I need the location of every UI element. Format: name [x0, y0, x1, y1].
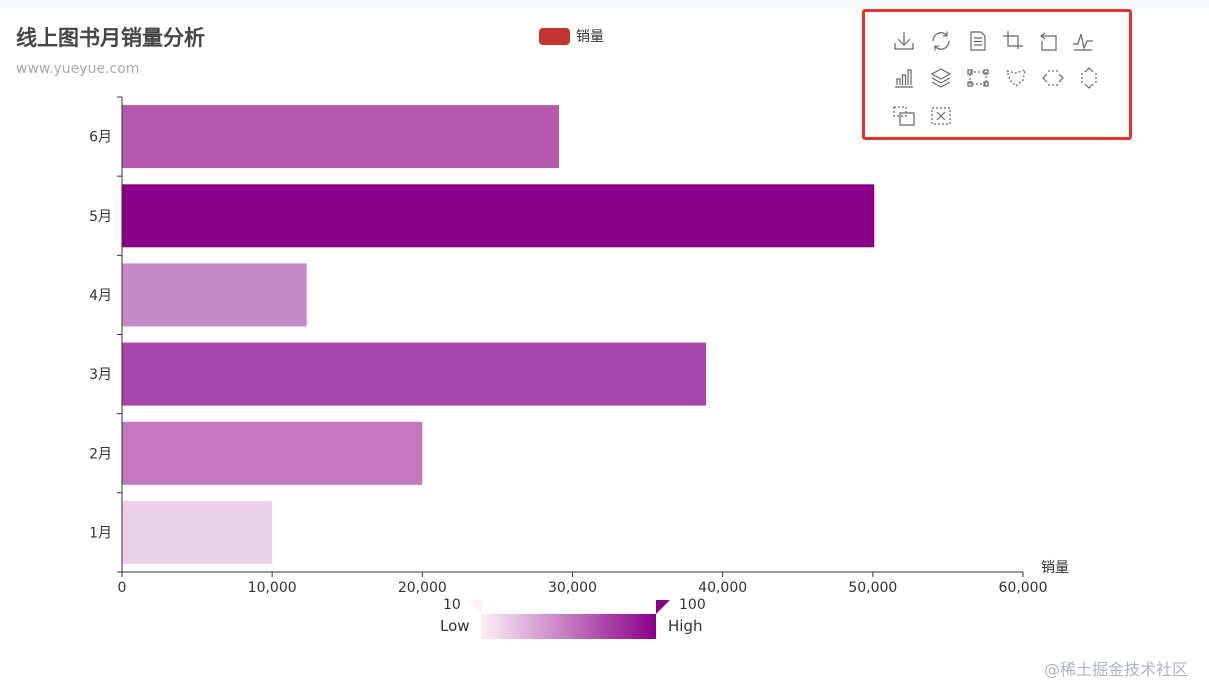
- x-tick-label: 30,000: [548, 580, 597, 596]
- x-axis-name: 销量: [1041, 560, 1069, 576]
- y-tick-label: 1月: [89, 525, 112, 541]
- bar-1[interactable]: [122, 500, 273, 564]
- chart-subtitle[interactable]: www.yueyue.com: [16, 61, 140, 77]
- visual-map-max: 100: [679, 597, 706, 613]
- y-tick-label: 6月: [89, 130, 112, 146]
- bar-2[interactable]: [122, 421, 423, 485]
- top-strip: [0, 0, 1209, 8]
- legend[interactable]: 销量: [539, 26, 604, 46]
- bar-5[interactable]: [122, 184, 875, 248]
- visual-map-high-label: High: [668, 617, 703, 635]
- y-tick-label: 5月: [89, 209, 112, 225]
- line-y-brush-icon[interactable]: [1077, 66, 1101, 90]
- clear-brush-icon[interactable]: [929, 104, 953, 128]
- bar-4[interactable]: [122, 263, 307, 327]
- x-tick-label: 60,000: [999, 580, 1048, 596]
- y-tick-label: 3月: [89, 367, 112, 383]
- stack-icon[interactable]: [929, 66, 953, 90]
- legend-label: 销量: [576, 29, 604, 45]
- x-tick-label: 40,000: [698, 580, 747, 596]
- visual-map-min: 10: [443, 597, 461, 613]
- bar-chart-icon[interactable]: [892, 66, 916, 90]
- line-chart-icon[interactable]: [1071, 29, 1095, 53]
- y-tick-label: 2月: [89, 446, 112, 462]
- visual-map-gradient-bar[interactable]: [481, 614, 656, 639]
- zoom-icon[interactable]: [1001, 29, 1025, 53]
- keep-brush-icon[interactable]: [892, 104, 916, 128]
- legend-swatch: [539, 27, 570, 45]
- watermark: @稀土掘金技术社区: [1044, 660, 1189, 679]
- x-tick-label: 50,000: [848, 580, 897, 596]
- visual-map-low-label: Low: [440, 617, 470, 635]
- rect-brush-icon[interactable]: [966, 66, 990, 90]
- visual-map-high-handle[interactable]: [656, 599, 670, 614]
- bar-3[interactable]: [122, 342, 707, 406]
- refresh-icon[interactable]: [929, 29, 953, 53]
- x-tick-label: 0: [118, 580, 127, 596]
- polygon-brush-icon[interactable]: [1004, 66, 1028, 90]
- chart-title: 线上图书月销量分析: [16, 26, 205, 50]
- line-x-brush-icon[interactable]: [1041, 66, 1065, 90]
- x-tick-label: 20,000: [398, 580, 447, 596]
- toolbox: [862, 9, 1132, 140]
- zoom-reset-icon[interactable]: [1036, 29, 1060, 53]
- download-icon[interactable]: [892, 29, 916, 53]
- y-tick-label: 4月: [89, 288, 112, 304]
- data-view-icon[interactable]: [966, 29, 990, 53]
- visual-map-low-handle[interactable]: [468, 599, 482, 614]
- bar-6[interactable]: [122, 105, 559, 169]
- x-tick-label: 10,000: [248, 580, 297, 596]
